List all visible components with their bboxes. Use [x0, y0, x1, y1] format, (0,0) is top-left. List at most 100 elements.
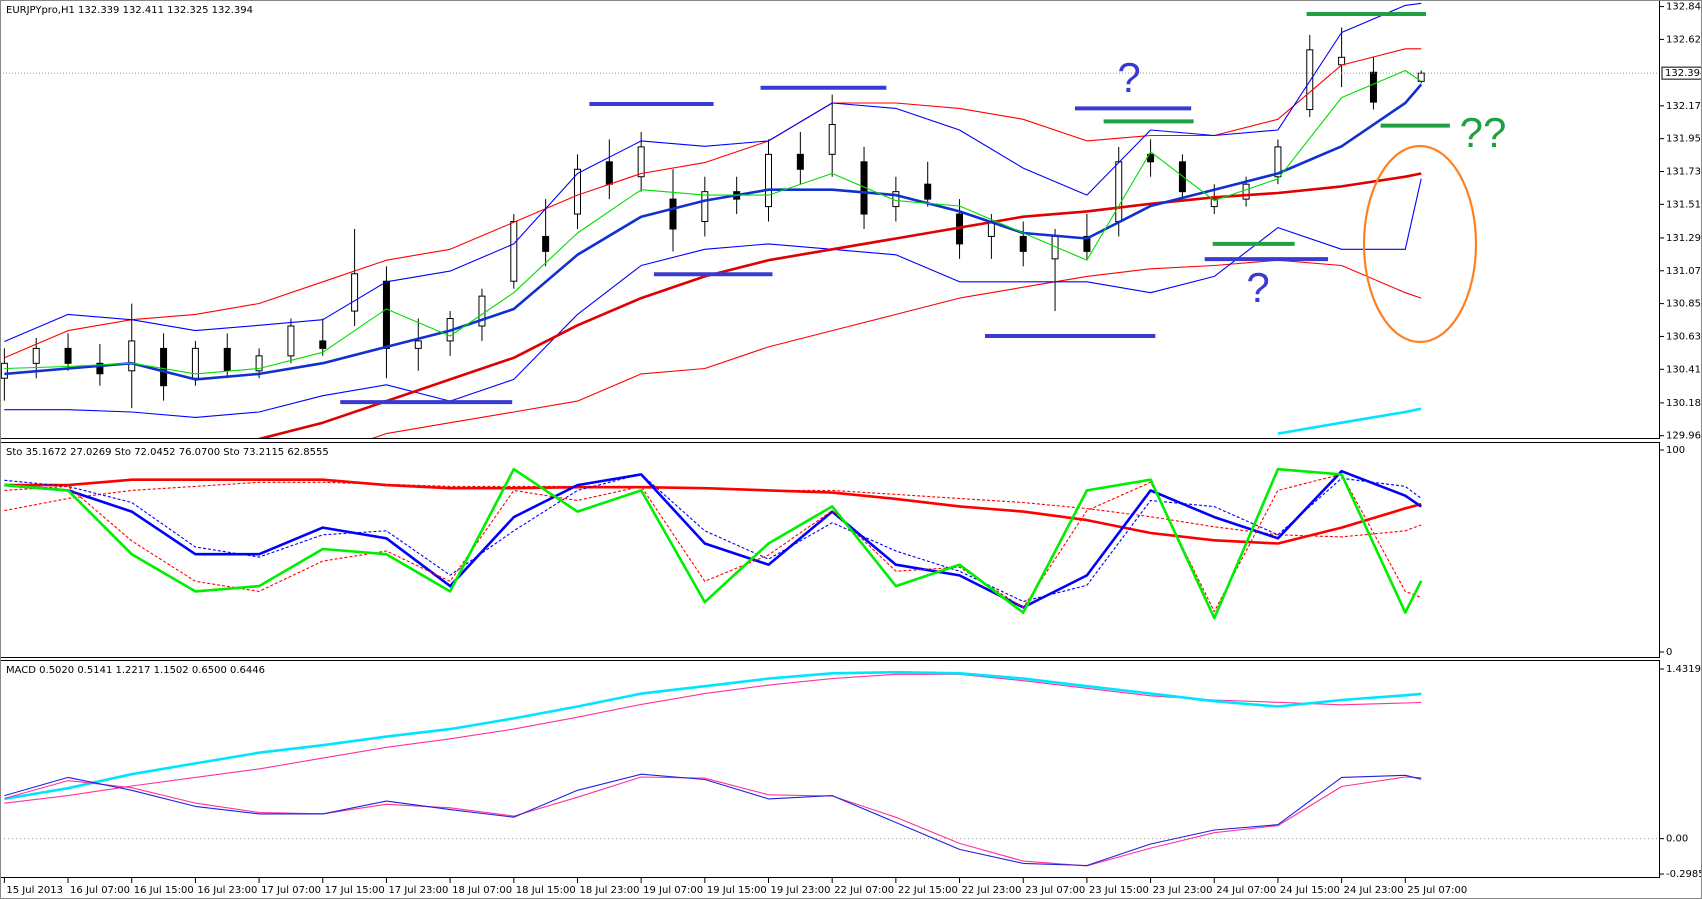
- candle-body: [382, 280, 390, 349]
- candle-body: [701, 191, 709, 223]
- candle-body: [287, 325, 295, 357]
- y-tick-label: 130.410: [1666, 364, 1702, 375]
- candle-body: [160, 347, 168, 387]
- x-tick-label: 22 Jul 23:00: [962, 885, 1022, 896]
- candle-body: [669, 198, 677, 230]
- y-tick-label: 130.185: [1666, 398, 1702, 409]
- panel: [4, 467, 1423, 620]
- y-tick-label: 132.840: [1666, 2, 1702, 13]
- x-tick-label: 24 Jul 23:00: [1344, 885, 1404, 896]
- price-label: 132.394: [1665, 68, 1702, 79]
- candle-body: [1115, 161, 1123, 223]
- y-tick-label: 131.515: [1666, 199, 1702, 210]
- candle-body: [542, 235, 550, 252]
- y-tick-label: 131.290: [1666, 233, 1702, 244]
- y-tick-label: 130.850: [1666, 299, 1702, 310]
- x-tick-label: 22 Jul 15:00: [898, 885, 958, 896]
- indicator-line: [4, 469, 1422, 609]
- candle-body: [1242, 183, 1250, 200]
- indicator-line: [4, 2, 1422, 343]
- highlight-ellipse: [1362, 144, 1478, 344]
- x-tick-label: 18 Jul 07:00: [452, 885, 512, 896]
- y-tick-label: 131.955: [1666, 134, 1702, 145]
- candle-body: [765, 153, 773, 208]
- x-tick-label: 18 Jul 23:00: [579, 885, 639, 896]
- candle-body: [510, 221, 518, 282]
- y-tick-label: 131.070: [1666, 266, 1702, 277]
- x-tick-label: 24 Jul 07:00: [1216, 885, 1276, 896]
- x-tick-label: 19 Jul 23:00: [771, 885, 831, 896]
- candle-body: [223, 347, 231, 372]
- indicator-line: [4, 69, 1422, 375]
- y-tick-label: 0: [1666, 647, 1672, 658]
- x-tick-label: 22 Jul 07:00: [834, 885, 894, 896]
- candle-body: [1369, 71, 1377, 103]
- panel-title: EURJPYpro,H1 132.339 132.411 132.325 132…: [6, 5, 253, 16]
- x-tick-label: 24 Jul 15:00: [1280, 885, 1340, 896]
- panel: [0, 670, 1660, 867]
- candle-body: [0, 362, 8, 379]
- indicator-line: [4, 773, 1422, 867]
- candle-body: [1210, 198, 1218, 208]
- candle-body: [255, 355, 263, 372]
- candle-body: [32, 347, 40, 364]
- indicator-line: [4, 178, 1422, 418]
- y-tick-label: 132.175: [1666, 101, 1702, 112]
- indicator-line: [4, 481, 1422, 538]
- x-tick-label: 15 Jul 2013: [6, 885, 63, 896]
- x-tick-label: 18 Jul 15:00: [516, 885, 576, 896]
- x-tick-label: 16 Jul 07:00: [70, 885, 130, 896]
- candle-body: [828, 123, 836, 155]
- y-tick-label: 129.965: [1666, 431, 1702, 442]
- x-tick-label: 17 Jul 15:00: [325, 885, 385, 896]
- indicator-line: [4, 478, 1422, 545]
- indicator-line: [368, 259, 1422, 439]
- candle-body: [319, 340, 327, 349]
- panel: [0, 2, 1660, 439]
- indicator-line: [4, 776, 1422, 867]
- indicator-line: [4, 673, 1422, 804]
- candle-body: [1274, 146, 1282, 178]
- candle-body: [1019, 235, 1027, 252]
- x-tick-label: 23 Jul 07:00: [1025, 885, 1085, 896]
- candle-body: [128, 340, 136, 372]
- panel-title: MACD 0.5020 0.5141 1.2217 1.1502 0.6500 …: [6, 665, 265, 676]
- candle-body: [796, 153, 804, 170]
- candle-body: [64, 347, 72, 364]
- annotation: ?: [1246, 264, 1269, 311]
- candle-body: [96, 362, 104, 375]
- x-tick-label: 16 Jul 23:00: [197, 885, 257, 896]
- y-tick-label: 131.735: [1666, 167, 1702, 178]
- x-tick-label: 19 Jul 15:00: [707, 885, 767, 896]
- x-tick-label: 19 Jul 07:00: [643, 885, 703, 896]
- x-tick-label: 17 Jul 07:00: [261, 885, 321, 896]
- y-tick-label: 100: [1666, 445, 1685, 456]
- x-tick-label: 23 Jul 23:00: [1153, 885, 1213, 896]
- annotation: ??: [1460, 109, 1507, 156]
- annotation: ?: [1117, 54, 1140, 101]
- candle-body: [414, 340, 422, 349]
- candle-body: [1147, 153, 1155, 163]
- y-tick-label: 130.630: [1666, 331, 1702, 342]
- indicator-line: [4, 473, 1422, 613]
- x-tick-label: 16 Jul 15:00: [134, 885, 194, 896]
- candle-body: [573, 168, 581, 215]
- panel-title: Sto 35.1672 27.0269 Sto 72.0452 76.0700 …: [6, 447, 329, 458]
- x-tick-label: 25 Jul 07:00: [1407, 885, 1467, 896]
- y-tick-label: 132.620: [1666, 34, 1702, 45]
- indicator-line: [1277, 407, 1422, 435]
- y-tick-label: 1.4319: [1666, 664, 1701, 675]
- candle-body: [1306, 49, 1314, 111]
- indicator-line: [4, 467, 1423, 620]
- x-tick-label: 23 Jul 15:00: [1089, 885, 1149, 896]
- y-tick-label: -0.2985: [1666, 869, 1702, 880]
- candle-body: [637, 146, 645, 178]
- candle-body: [351, 273, 359, 312]
- x-tick-label: 17 Jul 23:00: [388, 885, 448, 896]
- candle-body: [478, 295, 486, 327]
- candle-body: [1083, 235, 1091, 252]
- candle-body: [1338, 56, 1346, 66]
- price-box: [1661, 66, 1702, 80]
- indicator-line: [4, 670, 1422, 801]
